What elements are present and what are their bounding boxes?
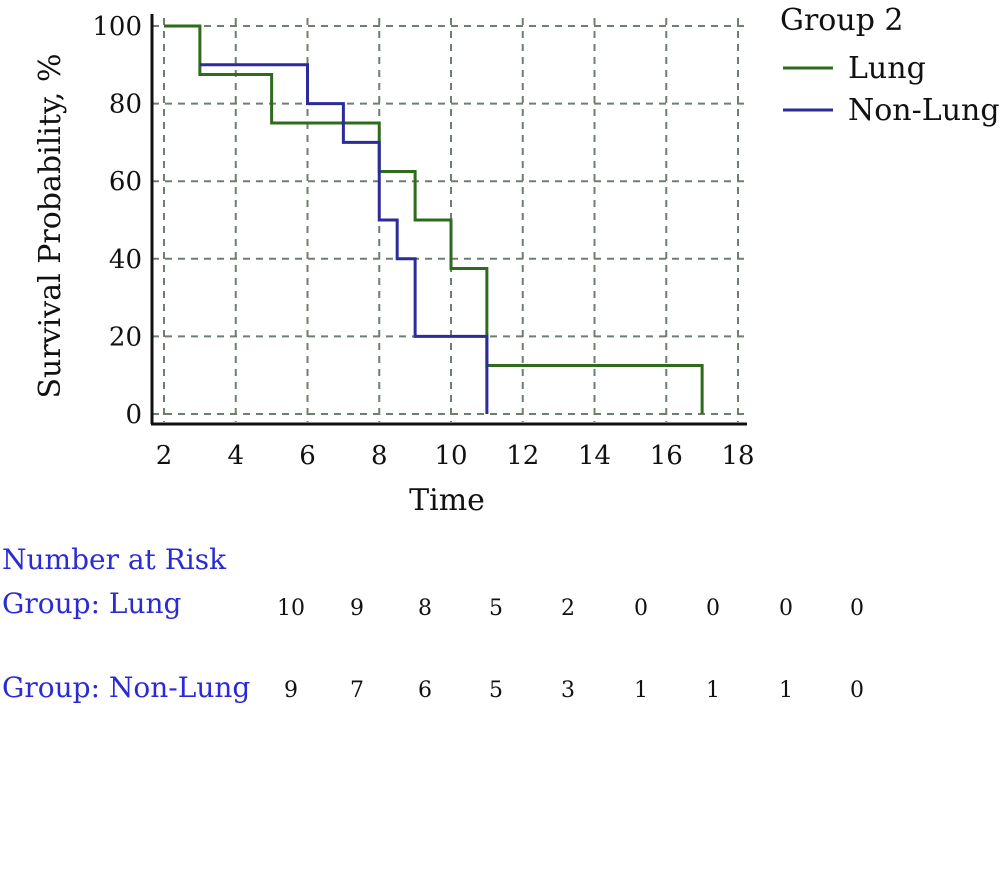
x-tick-label-18: 18 <box>721 441 754 471</box>
risk-count-cell: 8 <box>418 596 432 621</box>
y-tick-label-80: 80 <box>109 90 142 120</box>
risk-count-cell: 0 <box>706 596 720 621</box>
risk-count-cell: 1 <box>634 678 648 703</box>
x-tick-label-6: 6 <box>299 441 316 471</box>
x-tick-label-12: 12 <box>506 441 539 471</box>
risk-count-cell: 6 <box>418 678 432 703</box>
x-tick-label-14: 14 <box>578 441 611 471</box>
risk-count-cell: 5 <box>489 596 503 621</box>
risk-count-cell: 10 <box>277 596 305 621</box>
risk-count-cell: 0 <box>634 596 648 621</box>
x-tick-label-8: 8 <box>371 441 388 471</box>
x-tick-label-10: 10 <box>434 441 467 471</box>
x-axis-title: Time <box>409 483 485 518</box>
axes <box>150 14 747 426</box>
y-tick-labels: 0 20 40 60 80 100 <box>92 12 142 430</box>
x-tick-labels: 2 4 6 8 10 12 14 16 18 <box>156 441 755 471</box>
y-tick-label-40: 40 <box>109 245 142 275</box>
x-tick-label-16: 16 <box>650 441 683 471</box>
series-line-non-lung <box>199 63 489 414</box>
risk-row-label-lung: Group: Lung <box>2 587 182 620</box>
y-tick-label-60: 60 <box>109 167 142 197</box>
y-axis-title: Survival Probability, % <box>33 54 68 399</box>
risk-count-cell: 7 <box>350 678 364 703</box>
y-tick-label-100: 100 <box>92 12 142 42</box>
risk-count-cell: 2 <box>561 596 575 621</box>
x-tick-label-4: 4 <box>227 441 244 471</box>
risk-count-cell: 0 <box>850 678 864 703</box>
legend-label-non-lung: Non-Lung <box>848 93 1000 128</box>
risk-count-cell: 5 <box>489 678 503 703</box>
y-tick-label-20: 20 <box>109 322 142 352</box>
risk-count-cell: 1 <box>706 678 720 703</box>
risk-row-label-non-lung: Group: Non-Lung <box>2 671 251 704</box>
y-tick-label-0: 0 <box>125 400 142 430</box>
series-lines <box>164 24 704 414</box>
risk-table-title: Number at Risk <box>2 543 227 576</box>
legend: Group 2 Lung Non-Lung <box>780 3 1000 128</box>
risk-count-cell: 1 <box>779 678 793 703</box>
series-line-lung <box>164 24 704 414</box>
legend-label-lung: Lung <box>848 51 926 86</box>
survival-chart: 2 4 6 8 10 12 14 16 18 0 20 40 60 80 100 Time Surviva… <box>33 3 1000 518</box>
risk-count-cell: 3 <box>561 678 575 703</box>
risk-count-cell: 9 <box>284 678 298 703</box>
legend-title: Group 2 <box>780 3 904 38</box>
risk-count-cell: 0 <box>779 596 793 621</box>
risk-count-cell: 9 <box>350 596 364 621</box>
risk-count-cell: 0 <box>850 596 864 621</box>
x-tick-label-2: 2 <box>156 441 173 471</box>
